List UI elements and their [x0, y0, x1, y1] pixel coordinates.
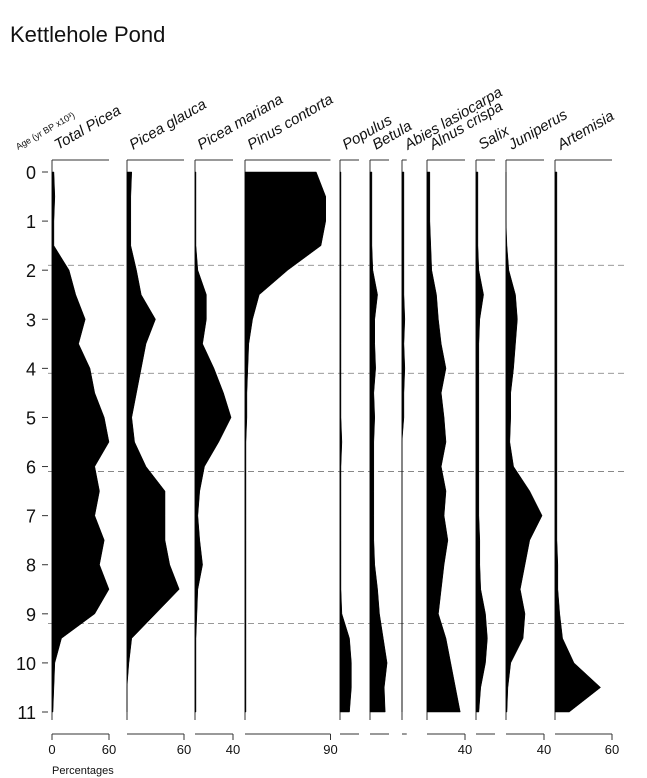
y-tick-label: 4 [26, 359, 36, 379]
pollen-area [51, 171, 110, 713]
pollen-area [475, 171, 488, 713]
y-tick-label: 10 [16, 654, 36, 674]
pollen-area [505, 172, 543, 713]
pollen-area [369, 171, 388, 713]
x-tick-label: 60 [102, 742, 116, 757]
x-tick-label: 60 [177, 742, 191, 757]
x-tick-label: 40 [537, 742, 551, 757]
pollen-area [244, 171, 326, 713]
pollen-area [401, 171, 406, 712]
x-tick-label: 90 [323, 742, 337, 757]
x-axis-label: Percentages [52, 765, 114, 777]
y-tick-label: 11 [17, 703, 36, 723]
y-tick-label: 2 [26, 261, 36, 281]
pollen-area [194, 171, 232, 713]
x-tick-label: 40 [458, 742, 472, 757]
x-tick-label: 0 [48, 742, 55, 757]
y-tick-label: 5 [26, 408, 36, 428]
x-tick-label: 40 [226, 742, 240, 757]
taxon-label: Pinus contorta [245, 91, 337, 154]
pollen-area [339, 171, 352, 713]
y-tick-label: 7 [26, 507, 36, 527]
pollen-area [426, 171, 461, 713]
taxon-label: Total Picea [52, 102, 124, 154]
x-tick-label: 60 [605, 742, 619, 757]
y-tick-label: 0 [26, 163, 36, 183]
pollen-area [126, 171, 180, 712]
y-tick-label: 6 [26, 458, 36, 478]
chart-title: Kettlehole Pond [10, 22, 165, 47]
y-tick-label: 3 [26, 310, 36, 330]
y-tick-label: 9 [26, 605, 36, 625]
y-tick-label: 1 [26, 212, 36, 232]
y-tick-label: 8 [26, 556, 36, 576]
pollen-area [554, 171, 601, 713]
